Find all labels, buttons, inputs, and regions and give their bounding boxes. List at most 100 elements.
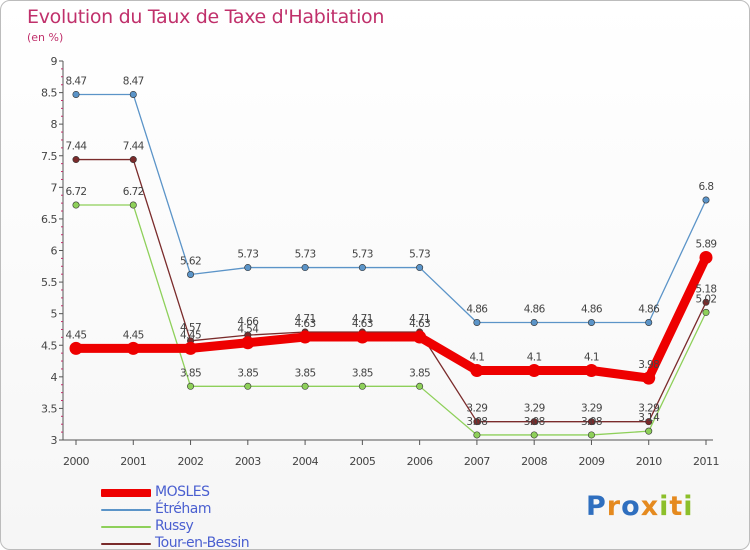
data-label--tr-ham: 5.73 bbox=[409, 249, 430, 261]
data-label--tr-ham: 5.62 bbox=[180, 256, 201, 268]
data-label-mosles: 4.54 bbox=[237, 324, 259, 336]
y-tick-label: 4 bbox=[51, 371, 58, 384]
data-label-russy: 6.72 bbox=[66, 186, 87, 198]
data-point-mosles bbox=[184, 341, 198, 355]
data-label-tour-en-bessin: 5.18 bbox=[696, 283, 717, 295]
chart-subtitle: (en %) bbox=[27, 31, 64, 44]
data-point--tr-ham bbox=[645, 319, 653, 327]
data-point-mosles bbox=[642, 371, 656, 385]
y-tick-label: 5.5 bbox=[41, 276, 57, 289]
data-label-tour-en-bessin: 4.71 bbox=[295, 313, 316, 325]
series-tour-en-bessin bbox=[72, 156, 710, 426]
data-point-tour-en-bessin bbox=[587, 418, 595, 426]
data-point-tour-en-bessin bbox=[530, 418, 538, 426]
data-label-tour-en-bessin: 7.44 bbox=[123, 141, 145, 153]
x-tick-label: 2006 bbox=[407, 455, 433, 468]
series-line-mosles bbox=[71, 252, 711, 383]
data-label-mosles: 4.45 bbox=[123, 329, 144, 341]
x-tick-label: 2002 bbox=[178, 455, 204, 468]
data-label--tr-ham: 8.47 bbox=[66, 75, 87, 87]
data-label-tour-en-bessin: 7.44 bbox=[66, 141, 88, 153]
series-russy bbox=[72, 201, 710, 439]
data-label--tr-ham: 4.86 bbox=[581, 304, 603, 316]
chart-title: Evolution du Taux de Taxe d'Habitation bbox=[27, 6, 385, 28]
series-line--tr-ham bbox=[75, 93, 707, 324]
data-point--tr-ham bbox=[129, 90, 137, 98]
data-point-mosles bbox=[413, 330, 427, 344]
legend-label: MOSLES bbox=[155, 484, 210, 500]
data-label--tr-ham: 4.86 bbox=[638, 304, 660, 316]
proxiti-logo: Proxiti bbox=[586, 491, 694, 522]
data-label--tr-ham: 4.86 bbox=[466, 304, 488, 316]
logo-letter: i bbox=[659, 491, 670, 522]
x-tick-label: 2011 bbox=[693, 455, 719, 468]
data-label-mosles: 5.89 bbox=[696, 238, 717, 250]
y-tick-label: 3 bbox=[51, 434, 58, 447]
y-tick-label: 7 bbox=[51, 181, 58, 194]
data-point--tr-ham bbox=[530, 319, 538, 327]
data-label-russy: 3.85 bbox=[237, 367, 258, 379]
x-tick-label: 2000 bbox=[63, 455, 89, 468]
legend-swatch bbox=[101, 489, 151, 497]
data-point--tr-ham bbox=[187, 271, 195, 279]
y-tick-label: 7.5 bbox=[41, 150, 57, 163]
axes: 3 3.5 4 4.5 5 5.5 6 6.5 7 7.5 8 8.5 9 2000 2001 2002 200… bbox=[41, 55, 720, 468]
data-point-russy bbox=[473, 431, 481, 439]
data-label-tour-en-bessin: 3.29 bbox=[638, 403, 659, 415]
series-mosles bbox=[69, 250, 713, 385]
x-tick-label: 2004 bbox=[292, 455, 318, 468]
data-label-tour-en-bessin: 3.29 bbox=[466, 403, 487, 415]
data-label--tr-ham: 6.8 bbox=[699, 181, 714, 193]
x-tick-label: 2003 bbox=[235, 455, 261, 468]
data-label--tr-ham: 8.47 bbox=[123, 75, 144, 87]
y-tick-label: 5 bbox=[51, 308, 58, 321]
data-point-russy bbox=[358, 382, 366, 390]
data-label-russy: 3.08 bbox=[466, 416, 487, 428]
data-point--tr-ham bbox=[358, 264, 366, 272]
series-layer bbox=[69, 90, 713, 439]
data-point-mosles bbox=[69, 341, 83, 355]
logo-letter: x bbox=[640, 491, 660, 522]
data-point-mosles bbox=[527, 364, 541, 378]
data-label--tr-ham: 5.73 bbox=[352, 249, 373, 261]
legend-swatch bbox=[101, 543, 151, 545]
x-tick-label: 2001 bbox=[120, 455, 146, 468]
data-point-tour-en-bessin bbox=[645, 418, 653, 426]
data-label-tour-en-bessin: 3.29 bbox=[581, 403, 602, 415]
logo-letter: r bbox=[606, 491, 622, 522]
data-point-russy bbox=[187, 382, 195, 390]
logo-letter: t bbox=[669, 491, 684, 522]
y-tick-label: 3.5 bbox=[41, 402, 57, 415]
data-label--tr-ham: 4.86 bbox=[524, 304, 546, 316]
data-label-russy: 3.85 bbox=[409, 367, 430, 379]
data-point--tr-ham bbox=[244, 264, 252, 272]
logo-letter: P bbox=[586, 491, 607, 522]
data-label-mosles: 3.98 bbox=[638, 359, 659, 371]
y-tick-label: 8.5 bbox=[41, 87, 57, 100]
data-point-russy bbox=[645, 427, 653, 435]
x-tick-label: 2005 bbox=[349, 455, 375, 468]
data-point--tr-ham bbox=[473, 319, 481, 327]
data-point-mosles bbox=[126, 341, 140, 355]
legend-label: Tour-en-Bessin bbox=[155, 535, 250, 550]
data-point-mosles bbox=[241, 336, 255, 350]
data-label-mosles: 4.63 bbox=[409, 318, 430, 330]
data-point-russy bbox=[587, 431, 595, 439]
data-point--tr-ham bbox=[702, 196, 710, 204]
data-label-tour-en-bessin: 4.71 bbox=[352, 313, 373, 325]
data-point-tour-en-bessin bbox=[72, 156, 80, 164]
x-tick-label: 2009 bbox=[578, 455, 604, 468]
data-point--tr-ham bbox=[301, 264, 309, 272]
data-label-mosles: 4.63 bbox=[352, 318, 373, 330]
data-label-russy: 3.14 bbox=[638, 412, 660, 424]
y-tick-label: 6.5 bbox=[41, 213, 57, 226]
data-label-russy: 3.85 bbox=[180, 367, 201, 379]
data-label-tour-en-bessin: 3.29 bbox=[524, 403, 545, 415]
data-point--tr-ham bbox=[72, 90, 80, 98]
data-label-russy: 6.72 bbox=[123, 186, 144, 198]
data-point-mosles bbox=[298, 330, 312, 344]
data-point-russy bbox=[129, 201, 137, 209]
data-point-russy bbox=[702, 308, 710, 316]
data-label-mosles: 4.1 bbox=[469, 352, 484, 364]
